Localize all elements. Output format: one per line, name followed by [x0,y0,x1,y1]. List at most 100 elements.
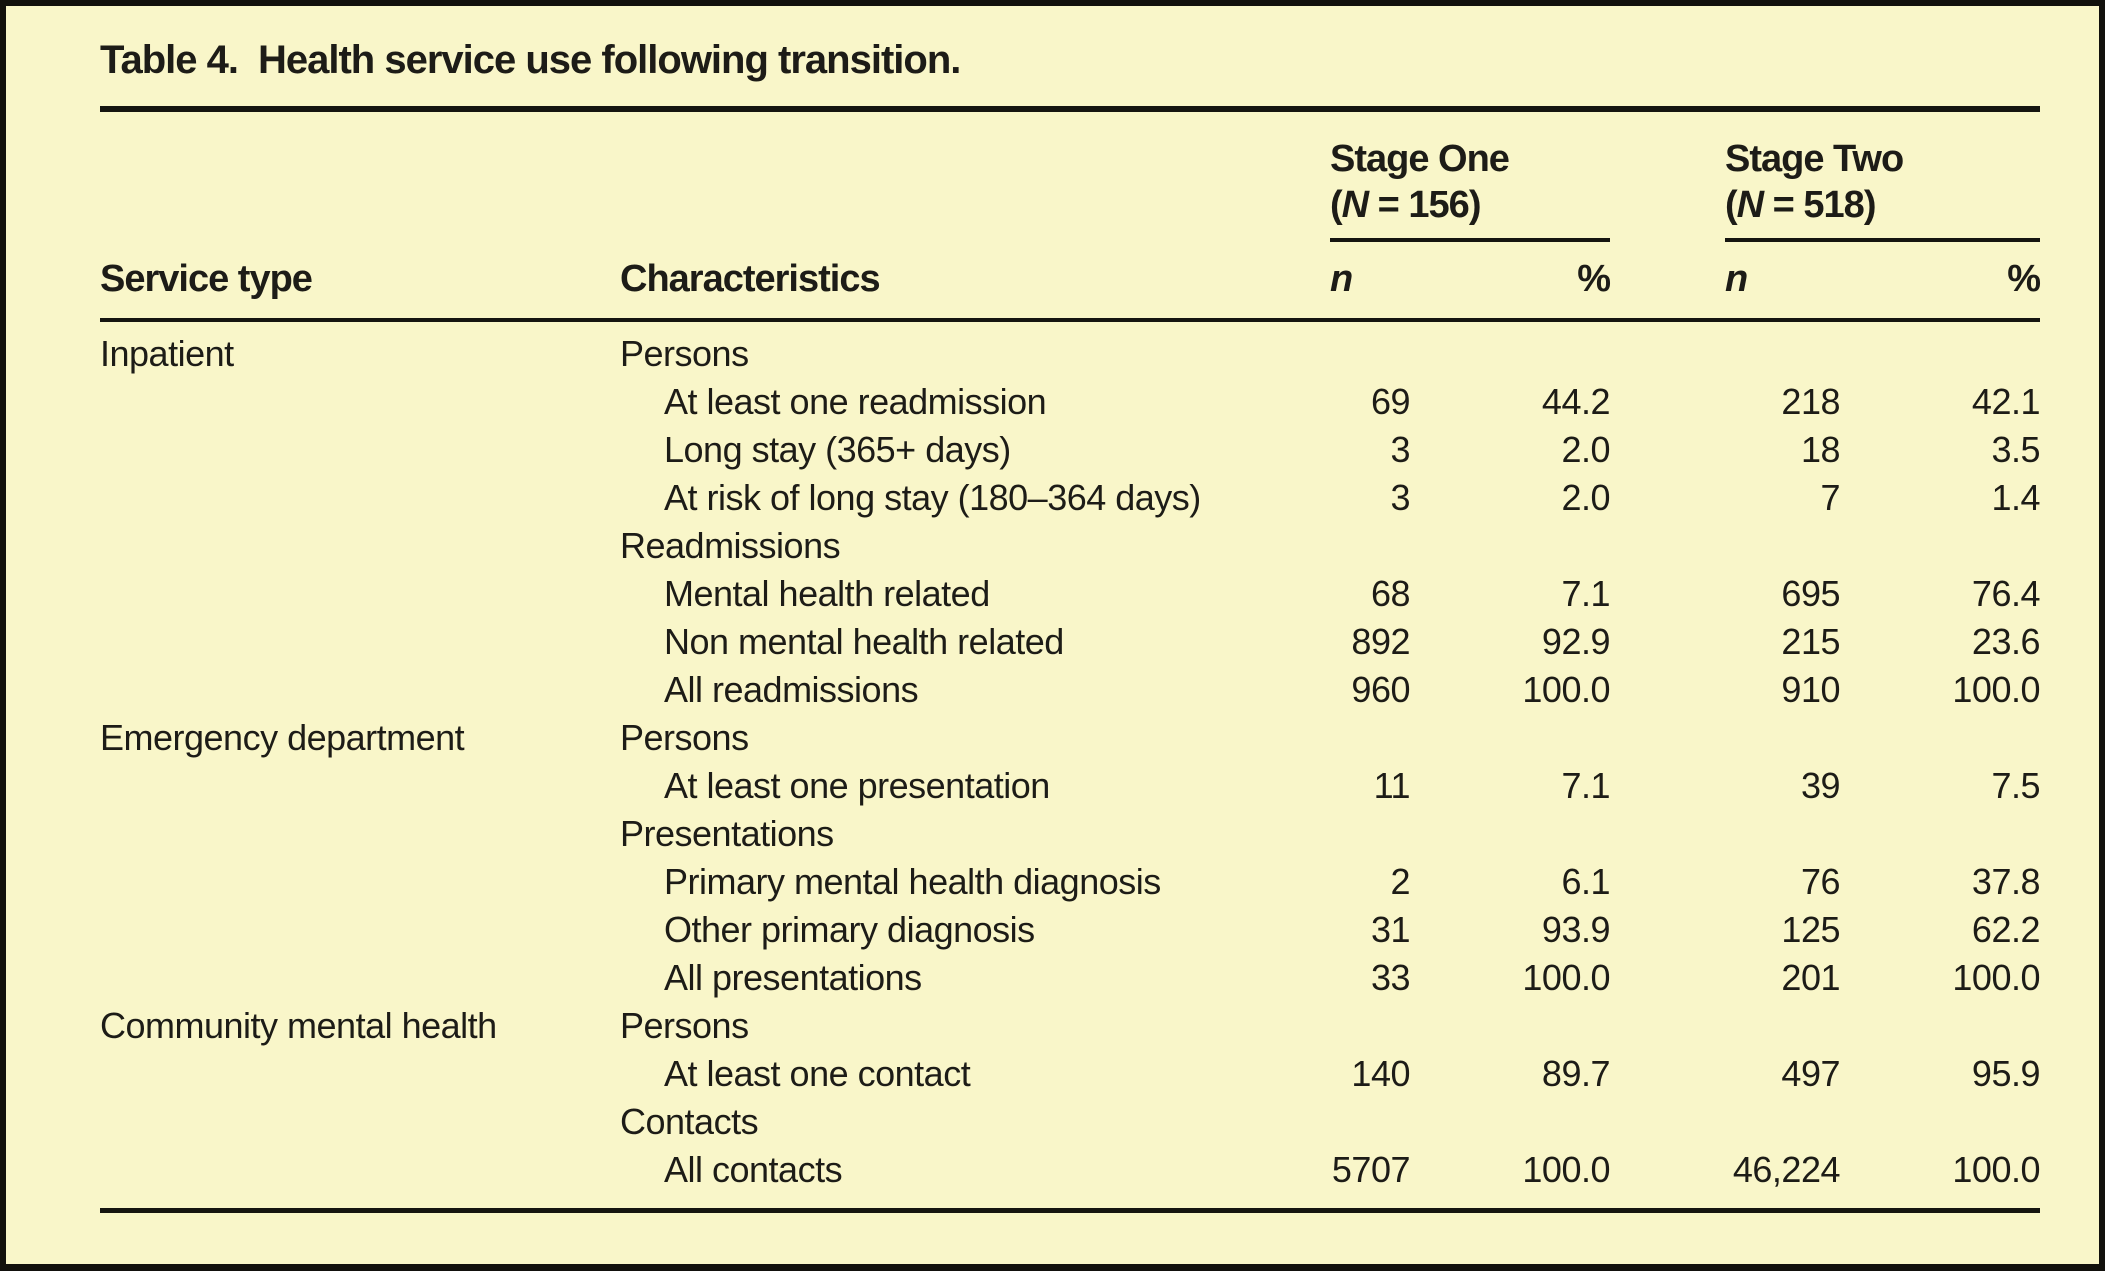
stage-one-pct-cell: 7.1 [1561,573,1610,614]
stage-two-pct-cell: 100.0 [1952,1149,2040,1190]
stage-one-pct-cell: 6.1 [1561,861,1610,902]
characteristic-cell: Non mental health related [664,621,1064,662]
stage-one-pct-cell: 7.1 [1561,765,1610,806]
stage-two-header: Stage Two (N = 518) [1725,136,2040,242]
stage-two-pct-header: % [2007,258,2041,300]
header-rule [100,318,2040,322]
table-row: Mental health related 68 7.1 695 76.4 [100,570,2041,618]
stage-two-n-header: n [1725,258,1748,300]
service-type-column-header: Service type [100,258,313,300]
stage-two-n-cell: 46,224 [1732,1149,1841,1190]
service-type-cell: Emergency department [100,717,465,758]
characteristic-cell: All readmissions [664,669,919,710]
table-row: At least one contact 140 89.7 497 95.9 [100,1050,2041,1098]
stage-one-pct-cell: 92.9 [1541,621,1611,662]
stage-one-n-header: n [1330,258,1353,300]
table-row: Emergency department Persons [100,714,2040,762]
stage-two-n-cell: 910 [1781,669,1840,710]
characteristic-cell: Primary mental health diagnosis [664,861,1161,902]
stage-two-pct-cell: 76.4 [1971,573,2041,614]
characteristic-cell: Persons [620,333,749,374]
table-row: All readmissions 960 100.0 910 100.0 [100,666,2041,714]
characteristic-cell: At least one presentation [664,765,1050,806]
stage-two-title: Stage Two [1725,138,1904,180]
stage-two-n-cell: 18 [1800,429,1841,470]
stage-one-count: (N = 156) [1330,184,1481,226]
stage-one-pct-cell: 100.0 [1522,957,1610,998]
table-row: Long stay (365+ days) 3 2.0 18 3.5 [100,426,2041,474]
table-title: Health service use following transition. [257,38,961,82]
characteristic-cell: Other primary diagnosis [664,909,1035,950]
stage-two-pct-cell: 100.0 [1952,957,2040,998]
stage-one-pct-header: % [1577,258,1611,300]
stage-two-n-cell: 7 [1820,477,1840,518]
stage-one-n-cell: 140 [1351,1053,1410,1094]
stage-one-pct-cell: 44.2 [1541,381,1611,422]
stage-one-pct-cell: 100.0 [1522,669,1610,710]
stage-one-title: Stage One [1330,138,1510,180]
stage-one-pct-cell: 2.0 [1561,429,1610,470]
characteristic-cell: At risk of long stay (180–364 days) [664,477,1201,518]
stage-one-pct-cell: 2.0 [1561,477,1610,518]
table-row: All presentations 33 100.0 201 100.0 [100,954,2041,1002]
table-row: At risk of long stay (180–364 days) 3 2.… [100,474,2041,522]
characteristic-cell: All contacts [664,1149,843,1190]
stage-two-pct-cell: 7.5 [1991,765,2040,806]
characteristic-cell: Long stay (365+ days) [664,429,1011,470]
stage-one-n-cell: 11 [1373,765,1411,806]
table-row: At least one readmission 69 44.2 218 42.… [100,378,2041,426]
bottom-rule [100,1208,2040,1213]
characteristic-cell: Presentations [620,813,834,854]
table-caption: Table 4. Health service use following tra… [100,36,2040,84]
stage-one-n-cell: 5707 [1331,1149,1411,1190]
stage-two-n-cell: 76 [1800,861,1841,902]
stage-two-n-cell: 695 [1781,573,1840,614]
characteristic-cell: All presentations [664,957,922,998]
table-row: Presentations [100,810,2040,858]
stage-two-pct-cell: 62.2 [1971,909,2041,950]
stage-one-n-cell: 3 [1390,429,1410,470]
table-row: All contacts 5707 100.0 46,224 100.0 [100,1146,2041,1194]
stage-one-pct-cell: 89.7 [1541,1053,1611,1094]
stage-one-pct-cell: 93.9 [1541,909,1611,950]
stage-two-n-cell: 497 [1781,1053,1840,1094]
characteristic-cell: Mental health related [664,573,990,614]
stage-two-n-cell: 125 [1781,909,1840,950]
table-row: Inpatient Persons [100,330,2040,378]
characteristic-cell: At least one readmission [664,381,1047,422]
column-group-header: Stage One (N = 156) Stage Two (N = 518) [100,136,2040,242]
stage-one-header: Stage One (N = 156) [1330,136,1610,242]
stage-two-count: (N = 518) [1725,184,1876,226]
service-type-cell: Community mental health [100,1005,497,1046]
stage-one-pct-cell: 100.0 [1522,1149,1610,1190]
stage-two-pct-cell: 1.4 [1991,477,2040,518]
table-body: Inpatient Persons At least one readmissi… [100,330,2041,1194]
characteristic-cell: Persons [620,1005,749,1046]
stage-two-pct-cell: 42.1 [1971,381,2041,422]
title-rule [100,106,2040,112]
n-symbol: N [1341,184,1369,226]
table-row: Primary mental health diagnosis 2 6.1 76… [100,858,2041,906]
characteristic-cell: Readmissions [620,525,841,566]
stage-two-pct-cell: 37.8 [1971,861,2041,902]
table-row: Other primary diagnosis 31 93.9 125 62.2 [100,906,2041,954]
stage-two-n-cell: 218 [1781,381,1840,422]
stage-two-pct-cell: 23.6 [1971,621,2041,662]
stage-one-n-cell: 2 [1390,861,1410,902]
stage-one-n-cell: 892 [1351,621,1410,662]
table-row: At least one presentation 11 7.1 39 7.5 [100,762,2041,810]
table-row: Readmissions [100,522,2040,570]
characteristic-cell: At least one contact [664,1053,971,1094]
stage-two-pct-cell: 95.9 [1971,1053,2041,1094]
stage-one-n-cell: 31 [1370,909,1411,950]
stage-one-n-cell: 69 [1370,381,1411,422]
service-type-cell: Inpatient [100,333,234,374]
characteristic-cell: Persons [620,717,749,758]
characteristics-column-header: Characteristics [620,258,881,300]
stage-two-n-cell: 215 [1781,621,1840,662]
table-row: Non mental health related 892 92.9 215 2… [100,618,2041,666]
table-number: Table 4. [100,38,239,82]
stage-one-n-cell: 960 [1351,669,1410,710]
stage-two-pct-cell: 100.0 [1952,669,2040,710]
